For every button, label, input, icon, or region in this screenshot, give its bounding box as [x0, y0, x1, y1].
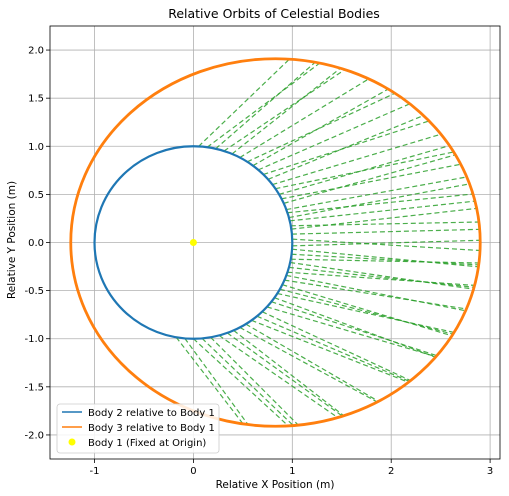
connection-line [210, 336, 299, 426]
legend-swatch-body1 [68, 438, 76, 446]
body2-orbit [93, 145, 294, 340]
y-tick-label: 0.0 [28, 238, 44, 249]
connection-line [277, 292, 455, 334]
body3-orbit [69, 57, 482, 428]
connection-line [175, 336, 244, 425]
connection-line [282, 284, 453, 337]
connection-line [283, 154, 456, 204]
connection-line [258, 103, 411, 171]
connection-line [223, 69, 346, 152]
x-axis-ticks: -1 0 1 2 3 [90, 459, 493, 477]
x-axis-label: Relative X Position (m) [216, 479, 335, 491]
y-tick-label: 2.0 [28, 46, 44, 57]
connection-line [290, 261, 474, 290]
connection-line [292, 239, 481, 247]
connection-line [289, 200, 476, 222]
connection-line [275, 151, 454, 190]
connection-line [215, 61, 316, 150]
connection-line [287, 271, 475, 287]
connection-line [290, 221, 479, 227]
connection-line [286, 176, 467, 211]
orbits [69, 57, 482, 428]
connection-line [239, 326, 378, 403]
connection-line [288, 183, 470, 219]
legend-label-body1: Body 1 (Fixed at Origin) [88, 438, 206, 449]
x-tick-label: 2 [388, 466, 394, 477]
connection-line [218, 334, 339, 419]
legend-item-body2: Body 2 relative to Body 1 [62, 408, 215, 419]
connection-line [247, 92, 396, 163]
y-tick-label: 0.5 [28, 190, 44, 201]
legend-label-body3: Body 3 relative to Body 1 [88, 423, 215, 434]
connection-line [274, 297, 436, 358]
connection-line [193, 338, 289, 427]
connection-line [245, 323, 379, 402]
connection-line [291, 253, 479, 266]
connection-line [256, 315, 410, 382]
connection-line [287, 193, 474, 214]
y-tick-label: -0.5 [24, 286, 44, 297]
y-axis-ticks: -2.0 -1.5 -1.0 -0.5 0.0 0.5 1.0 1.5 2.0 [24, 46, 50, 441]
connection-line [281, 163, 461, 200]
connection-line [288, 266, 475, 288]
connection-lines [175, 58, 481, 427]
connection-line [263, 120, 430, 176]
connection-line [290, 258, 479, 264]
connection-line [239, 78, 370, 159]
plot-area [49, 25, 501, 460]
connection-line [267, 114, 424, 180]
connection-line [279, 288, 454, 335]
connection-line [266, 306, 437, 358]
y-tick-label: -2.0 [24, 430, 44, 441]
connection-line [271, 301, 438, 357]
origin-point [189, 239, 197, 246]
connection-line [233, 329, 345, 417]
connection-line [201, 337, 294, 427]
chart-title: Relative Orbits of Celestial Bodies [168, 6, 380, 21]
connection-line [252, 88, 389, 167]
y-axis-label: Relative Y Position (m) [6, 181, 18, 299]
x-tick-label: 1 [289, 466, 295, 477]
connection-line [231, 67, 341, 155]
legend: Body 2 relative to Body 1 Body 3 relativ… [56, 403, 220, 454]
connection-line [284, 279, 467, 310]
y-tick-label: 1.0 [28, 142, 44, 153]
connection-line [291, 207, 477, 230]
connection-line [286, 274, 466, 312]
connection-line [251, 319, 409, 383]
connection-line [292, 238, 481, 252]
connection-line [198, 58, 290, 147]
body1-point [189, 239, 197, 246]
x-tick-label: 3 [487, 466, 493, 477]
y-tick-label: -1.5 [24, 382, 44, 393]
legend-item-body3: Body 3 relative to Body 1 [62, 423, 215, 434]
legend-item-body1: Body 1 (Fixed at Origin) [68, 438, 206, 449]
connection-line [261, 311, 411, 382]
legend-box [56, 403, 220, 454]
x-tick-label: 0 [190, 466, 196, 477]
x-tick-label: -1 [90, 466, 100, 477]
y-tick-label: 1.5 [28, 94, 44, 105]
connection-line [272, 133, 442, 186]
connection-line [184, 338, 249, 425]
legend-label-body2: Body 2 relative to Body 1 [88, 408, 215, 419]
connection-line [291, 228, 480, 235]
connection-line [292, 248, 479, 268]
y-tick-label: -1.0 [24, 334, 44, 345]
